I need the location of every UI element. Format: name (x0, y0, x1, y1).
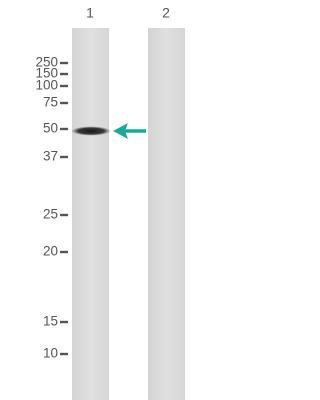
marker-label: 25 (43, 207, 58, 222)
lane-2 (148, 28, 185, 400)
marker-label: 250 (35, 55, 58, 70)
marker-label: 20 (43, 244, 58, 259)
band (72, 126, 110, 136)
marker-label: 150 (35, 66, 58, 81)
lane-1 (72, 28, 109, 400)
marker-label: 15 (43, 314, 58, 329)
marker-label: 10 (43, 346, 58, 361)
lane-label: 2 (162, 5, 170, 21)
arrow (113, 123, 146, 139)
marker-label: 50 (43, 121, 58, 136)
marker-label: 37 (43, 149, 58, 164)
lane-label: 1 (86, 5, 94, 21)
marker-label: 100 (35, 78, 58, 93)
marker-label: 75 (43, 95, 58, 110)
